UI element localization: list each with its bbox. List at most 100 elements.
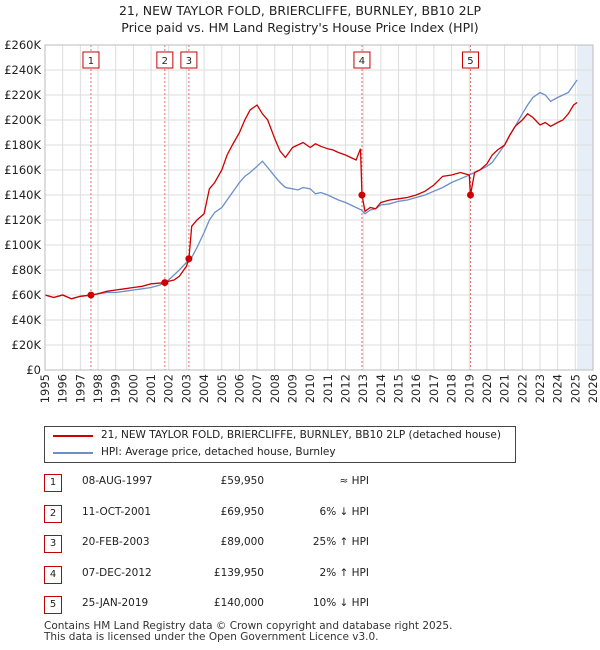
chart-title: 21, NEW TAYLOR FOLD, BRIERCLIFFE, BURNLE… [0,2,600,36]
y-tick-label: £120K [4,213,41,227]
x-axis: 1995 1996 1997 1998 1999 2000 2001 2002 2003 2004… [38,374,600,403]
sale-date: 20-FEB-2003 [82,536,150,548]
y-tick-label: £40K [12,313,42,327]
y-tick-label: £60K [12,288,42,302]
x-tick-label: 1995 [38,374,52,403]
y-tick-label: £220K [4,88,41,102]
y-tick-label: £140K [4,188,41,202]
x-tick-label: 2021 [498,374,512,403]
x-tick-label: 2011 [321,374,335,403]
y-tick-label: £260K [4,38,41,52]
x-tick-label: 2014 [374,374,388,403]
x-tick-label: 2000 [126,374,140,403]
grid [44,44,594,371]
legend: 21, NEW TAYLOR FOLD, BRIERCLIFFE, BURNLE… [44,426,516,463]
sale-point [466,191,474,199]
sale-marker-label: 1 [82,51,100,69]
x-tick-label: 2012 [339,374,353,403]
sale-price: £59,950 [220,475,264,487]
y-tick-label: £80K [12,263,42,277]
x-tick-label: 2003 [179,374,193,403]
y-tick-label: £240K [4,63,41,77]
footer: Contains HM Land Registry data © Crown c… [44,621,452,643]
sale-price: £89,000 [220,536,264,548]
sale-date: 07-DEC-2012 [82,566,152,579]
x-tick-label: 1998 [91,374,105,403]
y-tick-label: £100K [4,238,41,252]
x-tick-label: 2004 [197,374,211,403]
sale-date: 11-OCT-2001 [82,505,151,518]
table-row: 2 11-OCT-2001 £69,950 6% ↓ HPI [44,503,444,534]
sale-labels: 1 2 3 4 5 [82,51,479,69]
x-tick-label: 2016 [409,374,423,403]
sale-marker-box [156,51,174,69]
sale-point [87,291,95,299]
legend-item-property: 21, NEW TAYLOR FOLD, BRIERCLIFFE, BURNLE… [45,427,515,444]
table-row: 3 20-FEB-2003 £89,000 25% ↑ HPI [44,533,444,564]
sale-price: £139,950 [213,566,264,579]
x-tick-label: 2024 [551,374,565,403]
sales-table: 1 08-AUG-1997 £59,950 ≈ HPI 2 11-OCT-200… [44,472,444,625]
x-tick-label: 2006 [232,374,246,403]
sale-marker-number: 1 [88,56,94,67]
sale-hpi-compare: ≈ HPI [339,475,369,487]
x-tick-label: 2005 [215,374,229,403]
x-tick-label: 2019 [462,374,476,403]
sale-marker-box [180,51,198,69]
y-tick-label: £160K [4,163,41,177]
sale-marker-box [461,51,479,69]
y-axis: £0 £20K £40K £60K £80K £100K £120K £140K £160K £1… [4,38,41,377]
sale-point [358,191,366,199]
y-tick-label: £20K [12,338,42,352]
sale-number: 3 [44,535,62,553]
sale-number: 5 [44,596,62,614]
x-tick-label: 2020 [480,374,494,403]
x-tick-label: 2002 [162,374,176,403]
price-chart: £0 £20K £40K £60K £80K £100K £120K £140K £160K £1… [4,38,600,403]
sale-marker-label: 2 [156,51,174,69]
title-line-2: Price paid vs. HM Land Registry's House … [121,20,479,35]
table-row: 1 08-AUG-1997 £59,950 ≈ HPI [44,472,444,503]
sale-hpi-compare: 2% ↑ HPI [319,566,369,579]
x-tick-label: 2007 [250,374,264,403]
x-tick-label: 2008 [268,374,282,403]
sale-hpi-compare: 6% ↓ HPI [319,505,369,518]
sale-marker-box [353,51,371,69]
sale-point [161,279,169,287]
y-tick-label: £180K [4,138,41,152]
sale-marker-label: 5 [461,51,479,69]
sale-marker-number: 5 [467,56,473,67]
x-tick-label: 2023 [533,374,547,403]
sale-price: £140,000 [213,597,264,609]
sale-marker-label: 4 [353,51,371,69]
sale-marker-box [82,51,100,69]
footer-line-2: This data is licensed under the Open Gov… [44,631,379,643]
sale-points [87,191,474,299]
legend-item-hpi: HPI: Average price, detached house, Burn… [45,444,515,461]
x-tick-label: 2022 [515,374,529,403]
title-line-1: 21, NEW TAYLOR FOLD, BRIERCLIFFE, BURNLE… [118,3,482,18]
x-tick-label: 1997 [73,374,87,403]
x-tick-label: 1999 [109,374,123,403]
table-row: 4 07-DEC-2012 £139,950 2% ↑ HPI [44,564,444,595]
sale-date: 25-JAN-2019 [82,597,149,609]
footer-line-1: Contains HM Land Registry data © Crown c… [44,620,453,632]
sale-date: 08-AUG-1997 [82,475,153,487]
legend-swatch-property [53,435,93,437]
sale-number: 1 [44,474,62,492]
plot-frame [44,44,594,371]
y-tick-label: £0 [26,363,41,377]
x-tick-label: 2026 [586,374,600,403]
sale-number: 4 [44,565,62,584]
sale-marker-number: 3 [186,56,192,67]
plot-background [45,45,593,370]
forecast-shade [577,45,593,370]
sale-hpi-compare: 25% ↑ HPI [312,536,369,548]
table-row: 5 25-JAN-2019 £140,000 10% ↓ HPI [44,594,444,625]
sale-hpi-compare: 10% ↓ HPI [312,597,369,609]
x-tick-label: 1996 [56,374,70,403]
sale-number: 2 [44,504,62,523]
x-tick-label: 2015 [392,374,406,403]
legend-label-property: 21, NEW TAYLOR FOLD, BRIERCLIFFE, BURNLE… [101,429,501,441]
x-tick-label: 2013 [356,374,370,403]
